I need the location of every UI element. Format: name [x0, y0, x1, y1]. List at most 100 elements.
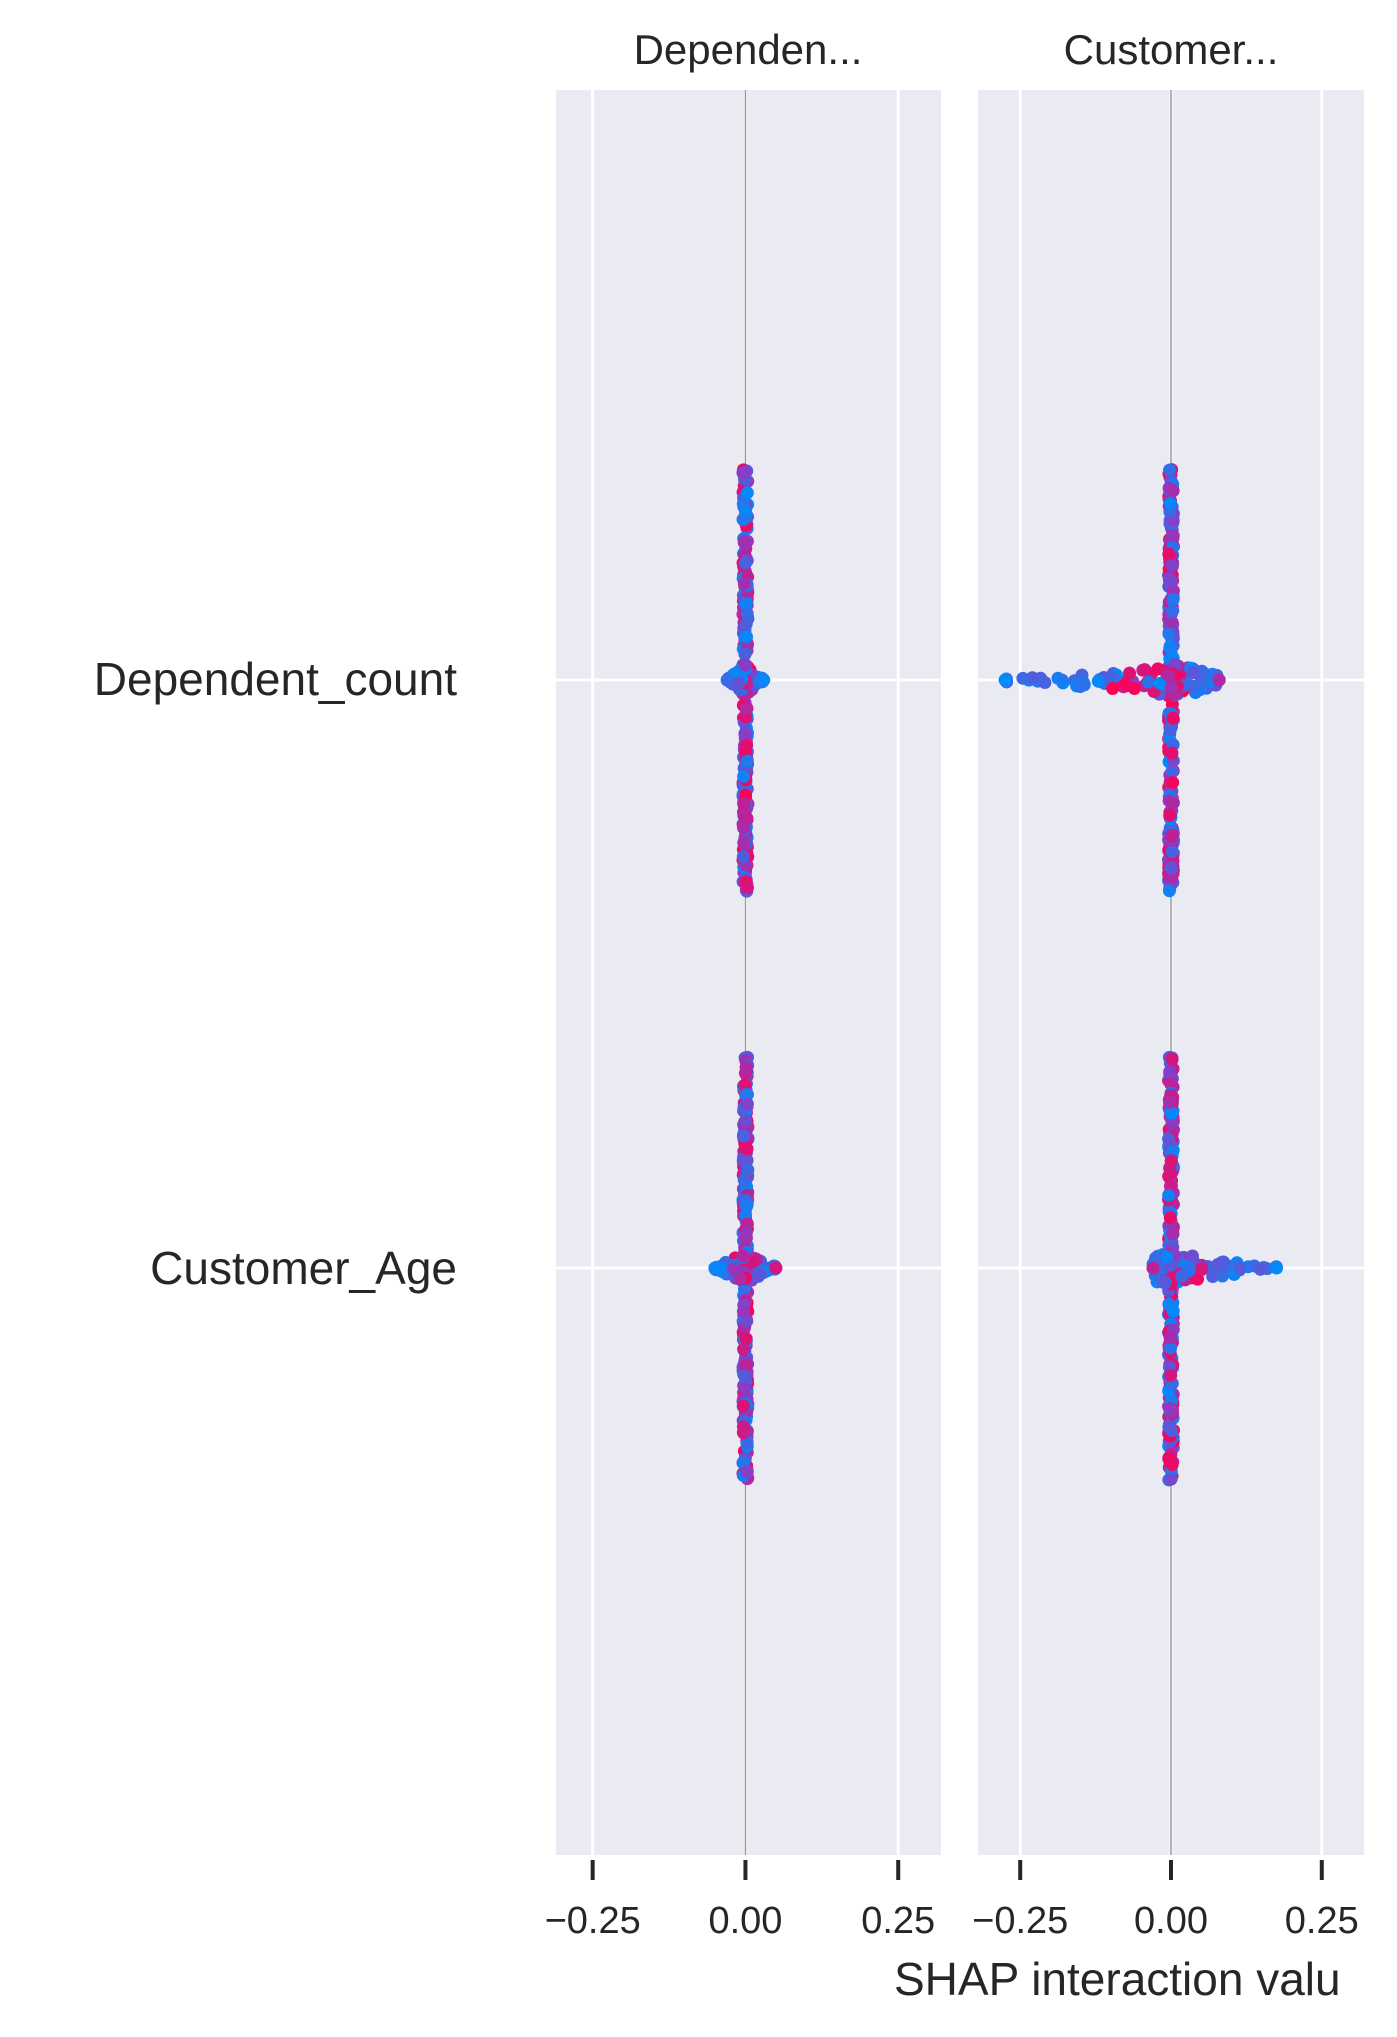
panel-2-row-2-point [1164, 1368, 1178, 1382]
panel-1-row-2-point [740, 1088, 754, 1102]
panel-1-row-2-point [739, 1061, 753, 1075]
panel-2-row-2-point [1233, 1261, 1247, 1275]
panel-1-title: Dependen... [634, 26, 863, 73]
panel-2-tick-label-1: 0.00 [1134, 1900, 1208, 1942]
panel-2-row-2-point [1164, 1341, 1178, 1355]
panel-2-row-2-point [1163, 1211, 1177, 1225]
panel-2-row-1-point [1091, 674, 1105, 688]
panel-1-row-1-point [739, 597, 753, 611]
panel-1: Dependen... −0.25 0.00 0.25 [545, 26, 941, 1942]
panel-1-row-2-point [736, 1399, 750, 1413]
panel-1-row-2-point [740, 1098, 754, 1112]
panel-2-row-1-point [1123, 666, 1137, 680]
panel-1-row-2-point [737, 1342, 751, 1356]
panel-2-row-1-point [1038, 676, 1052, 690]
panel-1-row-2-point [736, 1420, 750, 1434]
x-axis-label: SHAP interaction valu [894, 1953, 1341, 2005]
panel-1-row-2-point [708, 1261, 722, 1275]
panel-2-row-1-point [1163, 496, 1177, 510]
panel-1-row-2-point [737, 1129, 751, 1143]
feature-label-dependent-count: Dependent_count [94, 653, 457, 705]
panel-2-x-ticks: −0.25 0.00 0.25 [972, 1860, 1359, 1942]
panel-1-tick-label-2: 0.25 [861, 1900, 935, 1942]
panel-2-row-1-point [1166, 711, 1180, 725]
panel-2-row-2-point [1185, 1249, 1199, 1263]
panel-1-row-2-point [738, 1369, 752, 1383]
panel-1-row-1-point [740, 754, 754, 768]
panel-1-row-2-point [739, 1226, 753, 1240]
panel-2-row-2-point [1166, 1227, 1180, 1241]
panel-1-row-1-point [738, 556, 752, 570]
panel-1-row-1-point [738, 647, 752, 661]
panel-2-row-1-point [1166, 604, 1180, 618]
panel-1-row-2-point [739, 1358, 753, 1372]
panel-2-row-1-point [1166, 828, 1180, 842]
panel-1-points [708, 463, 783, 1486]
panel-2-row-1-point [1166, 529, 1180, 543]
panel-2-row-1-point [1162, 884, 1176, 898]
panel-1-row-1-point [757, 673, 771, 687]
panel-2-row-2-point [1165, 1458, 1179, 1472]
panel-2-row-2-point [1195, 1263, 1209, 1277]
panel-2-row-1-point [1165, 746, 1179, 760]
panel-2-points [998, 463, 1284, 1487]
panel-1-row-2-point [738, 1380, 752, 1394]
panel-1-row-2-point [737, 1173, 751, 1187]
panel-2-tick-label-2: 0.25 [1285, 1900, 1359, 1942]
panel-1-row-2-point [740, 1199, 754, 1213]
panel-2-row-2-point [1164, 1154, 1178, 1168]
panel-2-row-2-point [1211, 1257, 1225, 1271]
panel-1-background [556, 90, 941, 1855]
feature-label-customer-age: Customer_Age [150, 1242, 457, 1294]
panel-2-row-1-point [1164, 575, 1178, 589]
panel-2-row-2-point [1162, 1188, 1176, 1202]
panel-1-row-2-point [740, 1142, 754, 1156]
panel-2-row-1-point [1025, 671, 1039, 685]
panel-2-row-1-point [1165, 559, 1179, 573]
panel-2-row-1-point [1165, 764, 1179, 778]
panel-2-row-1-point [1142, 675, 1156, 689]
panel-1-row-1-point [737, 797, 751, 811]
panel-2-tick-label-0: −0.25 [972, 1900, 1068, 1942]
panel-2: Customer... −0.25 0.00 0.25 [972, 26, 1364, 1942]
panel-2-row-2-point [1146, 1261, 1160, 1275]
panel-1-row-2-point [741, 1163, 755, 1177]
panel-2-row-2-point [1164, 1403, 1178, 1417]
panel-1-row-1-point [740, 702, 754, 716]
panel-2-row-1-point [1212, 673, 1226, 687]
panel-2-row-2-point [1163, 1065, 1177, 1079]
panel-1-row-1-point [736, 513, 750, 527]
panel-2-row-1-point [1166, 775, 1180, 789]
panel-1-row-1-point [736, 821, 750, 835]
panel-1-tick-label-0: −0.25 [545, 1900, 641, 1942]
panel-2-row-1-point [1161, 668, 1175, 682]
panel-2-row-2-point [1157, 1275, 1171, 1289]
panel-1-row-2-point [736, 1249, 750, 1263]
panel-1-row-1-point [740, 486, 754, 500]
panel-2-row-2-point [1163, 1330, 1177, 1344]
panel-1-row-1-point [740, 607, 754, 621]
panel-2-row-1-point [1163, 463, 1177, 477]
panel-2-row-1-point [1051, 671, 1065, 685]
panel-1-tick-label-1: 0.00 [708, 1900, 782, 1942]
panel-1-row-1-point [740, 630, 754, 644]
panel-1-row-1-point [738, 658, 752, 672]
panel-2-row-2-point [1175, 1269, 1189, 1283]
panel-2-row-1-point [1164, 861, 1178, 875]
panel-2-row-1-point [1138, 663, 1152, 677]
panel-2-row-1-point [1106, 682, 1120, 696]
panel-1-row-1-point [736, 466, 750, 480]
panel-2-row-1-point [1162, 627, 1176, 641]
panel-2-row-1-point [1166, 796, 1180, 810]
panel-1-row-1-point [737, 577, 751, 591]
panel-2-row-2-point [1165, 1052, 1179, 1066]
panel-1-row-2-point [740, 1436, 754, 1450]
panel-1-row-2-point [753, 1267, 767, 1281]
panel-2-row-1-point [1073, 680, 1087, 694]
panel-2-row-2-point [1253, 1262, 1267, 1276]
panel-2-row-1-point [1166, 484, 1180, 498]
panel-1-x-ticks: −0.25 0.00 0.25 [545, 1860, 935, 1942]
panel-1-row-2-point [739, 1332, 753, 1346]
panel-2-row-1-point [1186, 666, 1200, 680]
